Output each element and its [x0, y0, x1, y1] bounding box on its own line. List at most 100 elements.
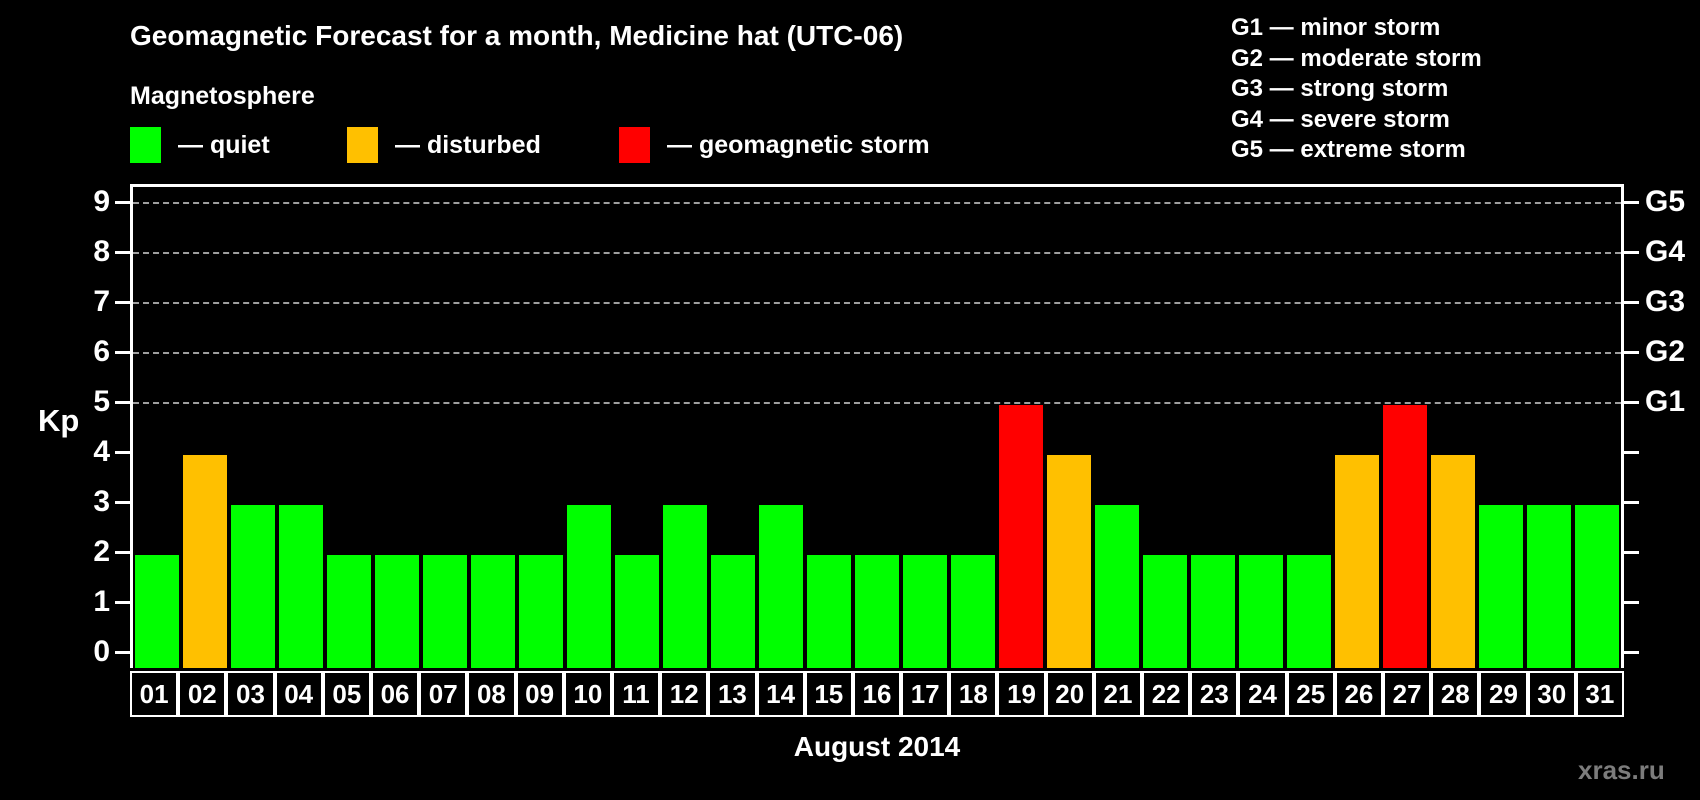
y-axis-title: Kp — [38, 403, 80, 438]
y-tick-label-2: 2 — [93, 535, 110, 568]
y-tick-label-6: 6 — [93, 335, 110, 368]
x-tick-box-03: 03 — [226, 671, 275, 717]
bar-day-08 — [471, 555, 515, 668]
y-tick-left-4 — [115, 451, 130, 454]
bar-day-27 — [1383, 405, 1427, 668]
y-tick-label-3: 3 — [93, 485, 110, 518]
y-tick-left-6 — [115, 351, 130, 354]
bar-day-14 — [759, 505, 803, 668]
bar-day-31 — [1575, 505, 1619, 668]
x-tick-box-30: 30 — [1527, 671, 1576, 717]
x-tick-box-19: 19 — [997, 671, 1046, 717]
x-tick-box-12: 12 — [660, 671, 709, 717]
gridline-kp-5 — [133, 402, 1621, 404]
x-tick-box-15: 15 — [804, 671, 853, 717]
bar-day-19 — [999, 405, 1043, 668]
watermark: xras.ru — [1578, 755, 1665, 785]
gridline-kp-8 — [133, 252, 1621, 254]
y-tick-left-3 — [115, 501, 130, 504]
bar-day-07 — [423, 555, 467, 668]
x-tick-box-21: 21 — [1093, 671, 1143, 717]
disturbed-color-swatch — [347, 127, 378, 163]
bar-day-02 — [183, 455, 227, 668]
plot-area — [130, 184, 1624, 668]
x-tick-box-07: 07 — [419, 671, 468, 717]
x-tick-box-16: 16 — [852, 671, 902, 717]
y-tick-left-0 — [115, 651, 130, 654]
gridline-kp-7 — [133, 302, 1621, 304]
x-tick-box-27: 27 — [1383, 671, 1432, 717]
bar-day-01 — [135, 555, 179, 668]
storm-scale-item-g2: G2 — moderate storm — [1231, 44, 1482, 72]
x-tick-box-14: 14 — [756, 671, 805, 717]
x-tick-box-08: 08 — [467, 671, 516, 717]
y-tick-right-8 — [1624, 251, 1639, 254]
chart-title: Geomagnetic Forecast for a month, Medici… — [130, 20, 904, 51]
bar-day-13 — [711, 555, 755, 668]
bar-day-09 — [519, 555, 563, 668]
x-tick-box-26: 26 — [1334, 671, 1384, 717]
bar-day-10 — [567, 505, 611, 668]
y-tick-left-9 — [115, 201, 130, 204]
magnetosphere-label: Magnetosphere — [130, 82, 315, 110]
bar-day-18 — [951, 555, 995, 668]
x-tick-box-24: 24 — [1238, 671, 1287, 717]
bar-day-11 — [615, 555, 659, 668]
bar-day-26 — [1335, 455, 1379, 668]
x-tick-box-13: 13 — [708, 671, 757, 717]
x-tick-box-17: 17 — [901, 671, 950, 717]
x-tick-box-31: 31 — [1575, 671, 1624, 717]
bar-day-25 — [1287, 555, 1331, 668]
bar-day-15 — [807, 555, 851, 668]
y-tick-label-8: 8 — [93, 235, 110, 268]
y-tick-right-0 — [1624, 651, 1639, 654]
legend-label-storm: — geomagnetic storm — [667, 130, 930, 159]
y-tick-label-9: 9 — [93, 185, 110, 218]
magnetosphere-legend: — quiet — disturbed — geomagnetic storm — [130, 126, 1030, 164]
y-tick-right-3 — [1624, 501, 1639, 504]
y-tick-left-8 — [115, 251, 130, 254]
y-tick-right-6 — [1624, 351, 1639, 354]
y-tick-right-7 — [1624, 301, 1639, 304]
x-axis-title: August 2014 — [793, 731, 961, 762]
x-tick-box-28: 28 — [1431, 671, 1480, 717]
bar-day-22 — [1143, 555, 1187, 668]
bar-day-20 — [1047, 455, 1091, 668]
bar-day-23 — [1191, 555, 1235, 668]
y-tick-label-7: 7 — [93, 285, 110, 318]
y-tick-right-2 — [1624, 551, 1639, 554]
y-tick-left-2 — [115, 551, 130, 554]
y-tick-right-9 — [1624, 201, 1639, 204]
bar-day-16 — [855, 555, 899, 668]
y-tick-right-1 — [1624, 601, 1639, 604]
storm-scale-item-g4: G4 — severe storm — [1231, 105, 1450, 133]
y-tick-right-5 — [1624, 401, 1639, 404]
y-tick-label-0: 0 — [93, 635, 110, 668]
legend-item-storm: — geomagnetic storm — [619, 126, 930, 164]
storm-scale-item-g5: G5 — extreme storm — [1231, 136, 1466, 164]
right-axis-label-g1: G1 — [1645, 385, 1686, 418]
x-tick-box-01: 01 — [130, 671, 179, 717]
gridline-kp-9 — [133, 202, 1621, 204]
x-tick-box-18: 18 — [949, 671, 998, 717]
legend-item-disturbed: — disturbed — [347, 126, 541, 164]
y-tick-label-5: 5 — [93, 385, 110, 418]
x-tick-box-11: 11 — [611, 671, 661, 717]
y-tick-left-5 — [115, 401, 130, 404]
right-axis-label-g2: G2 — [1645, 335, 1686, 368]
x-tick-box-25: 25 — [1286, 671, 1335, 717]
y-tick-right-4 — [1624, 451, 1639, 454]
storm-scale-item-g1: G1 — minor storm — [1231, 14, 1441, 41]
bar-day-05 — [327, 555, 371, 668]
x-tick-box-05: 05 — [322, 671, 371, 717]
y-tick-left-1 — [115, 601, 130, 604]
bar-day-12 — [663, 505, 707, 668]
legend-label-quiet: — quiet — [178, 130, 270, 159]
right-axis-label-g3: G3 — [1645, 285, 1686, 318]
x-tick-box-20: 20 — [1045, 671, 1094, 717]
right-axis-label-g4: G4 — [1645, 235, 1686, 268]
bar-day-24 — [1239, 555, 1283, 668]
bar-day-06 — [375, 555, 419, 668]
y-tick-left-7 — [115, 301, 130, 304]
